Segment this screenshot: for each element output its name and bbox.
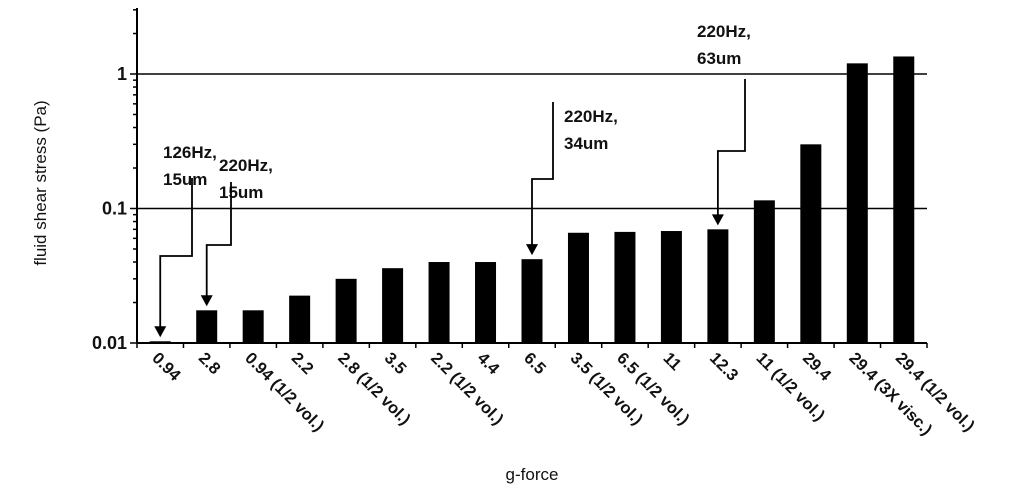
bar: [242, 310, 264, 343]
arrowhead-icon: [154, 326, 167, 338]
bar: [428, 262, 450, 343]
annotation: 220Hz, 63um: [697, 22, 751, 226]
annotation-label: 220Hz,: [564, 107, 618, 126]
annotation: 126Hz, 15um: [154, 143, 217, 338]
x-tick-label: 3.5: [381, 349, 410, 378]
arrowhead-icon: [526, 244, 538, 256]
x-tick-label: 6.5: [520, 349, 549, 378]
arrowhead-icon: [711, 214, 724, 226]
y-axis-title: fluid shear stress (Pa): [31, 100, 50, 265]
x-tick-label: 12.3: [706, 349, 741, 384]
x-tick-label: 11: [660, 349, 685, 374]
bar: [753, 200, 775, 343]
bar: [846, 63, 868, 343]
x-tick-label: 29.4: [799, 349, 835, 385]
annotation: 220Hz, 15um: [200, 156, 273, 307]
bar: [567, 232, 589, 343]
bar: [382, 268, 404, 343]
annotation-arrow-line: [205, 182, 232, 299]
annotations: 126Hz, 15um 220Hz, 15um 220Hz, 34um 220Hz, 63um: [154, 22, 751, 338]
annotation-label: 220Hz,: [697, 22, 751, 41]
bars: [149, 56, 915, 344]
arrowhead-icon: [200, 295, 213, 307]
annotation-label: 63um: [697, 49, 741, 68]
x-tick-labels: 0.94 2.8 0.94 (1/2 vol.)2.2 2.8 (1/2 vol.)3…: [148, 349, 978, 439]
x-axis-title: g-force: [506, 465, 559, 484]
x-tick-label: 4.4: [474, 349, 504, 379]
y-tick-labels: 0.01 0.1 1: [92, 64, 127, 353]
bar: [521, 259, 543, 343]
annotation-arrow-line: [159, 178, 193, 330]
annotation-label: 15um: [163, 170, 207, 189]
x-tick-label: 29.4 (3X visc.): [845, 349, 935, 439]
annotation-arrow-line: [531, 102, 554, 248]
annotation: 220Hz, 34um: [526, 102, 618, 256]
annotation-arrow-line: [716, 79, 746, 218]
bar: [196, 310, 218, 343]
y-tick-label: 1: [117, 64, 127, 84]
bar: [335, 278, 357, 343]
annotation-label: 15um: [219, 183, 263, 202]
x-tick-label: 29.4 (1/2 vol.): [892, 349, 978, 435]
y-tick-label: 0.01: [92, 333, 127, 353]
x-tick-label: 0.94: [148, 349, 184, 385]
annotation-label: 220Hz,: [219, 156, 273, 175]
bar: [614, 231, 636, 343]
bar: [800, 144, 822, 343]
x-tick-label: 2.2: [288, 349, 317, 378]
bar: [289, 295, 311, 343]
bar: [893, 56, 915, 344]
axes: [130, 8, 928, 348]
x-tick-label: 2.8: [195, 349, 224, 378]
annotation-label: 126Hz,: [163, 143, 217, 162]
annotation-label: 34um: [564, 134, 608, 153]
bar: [707, 229, 729, 343]
y-tick-label: 0.1: [102, 199, 127, 219]
bar: [475, 262, 497, 343]
bar: [660, 231, 682, 343]
